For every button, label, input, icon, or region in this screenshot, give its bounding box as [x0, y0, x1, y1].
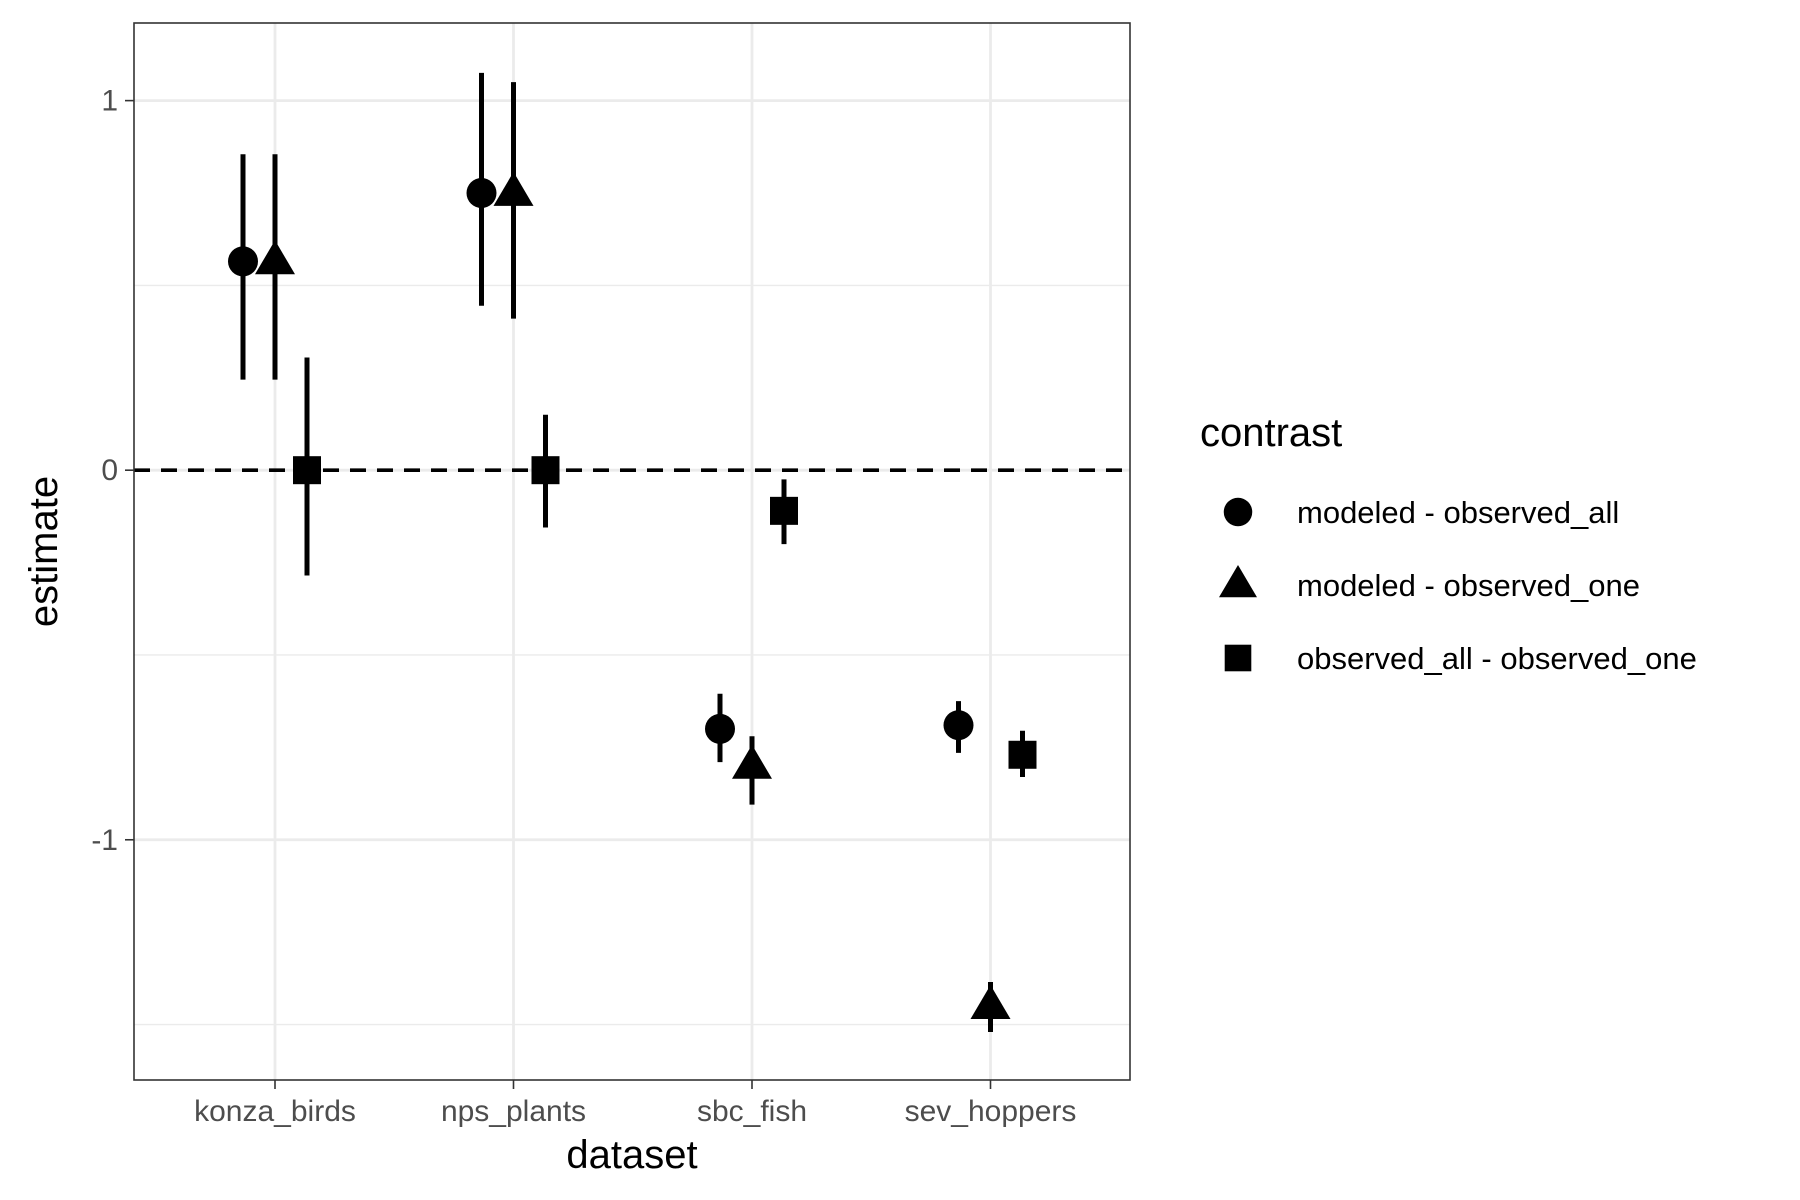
legend-title: contrast — [1200, 411, 1342, 455]
legend-label: modeled - observed_one — [1297, 568, 1640, 603]
legend-key-circle-icon — [1223, 497, 1253, 527]
legend-key-triangle-icon — [1219, 564, 1257, 598]
x-tick-label-nps_plants: nps_plants — [441, 1095, 586, 1128]
y-tick-label: -1 — [91, 824, 118, 857]
axes: 1 0 -1 konza_birds nps_plants sbc_fish sev_hop… — [91, 85, 1076, 1128]
x-tick-label-konza_birds: konza_birds — [194, 1095, 356, 1128]
point-sev_hoppers-square — [1008, 740, 1037, 769]
x-axis-title: dataset — [566, 1133, 697, 1177]
legend-label: modeled - observed_all — [1297, 495, 1619, 530]
y-axis-title: estimate — [22, 476, 66, 627]
legend-key-square-icon — [1224, 644, 1252, 672]
series-2 — [293, 357, 1037, 777]
x-tick-label-sev_hoppers: sev_hoppers — [905, 1095, 1077, 1128]
point-nps_plants-circle — [466, 178, 497, 209]
panel-border — [133, 22, 1131, 1081]
legend-item-1: modeled - observed_one — [1219, 564, 1640, 603]
point-sbc_fish-triangle — [732, 744, 772, 779]
series-1 — [255, 82, 1011, 1032]
legend-label: observed_all - observed_one — [1297, 641, 1697, 676]
point-sbc_fish-square — [770, 496, 798, 525]
y-tick-label: 0 — [101, 454, 118, 487]
point-sev_hoppers-triangle — [970, 985, 1011, 1020]
point-konza_birds-circle — [228, 246, 258, 277]
point-sev_hoppers-circle — [943, 710, 974, 741]
point-sbc_fish-circle — [705, 713, 735, 744]
data-layer — [228, 72, 1037, 1032]
legend-item-2: observed_all - observed_one — [1224, 641, 1697, 676]
point-nps_plants-triangle — [493, 171, 534, 206]
series-0 — [228, 72, 974, 763]
point-konza_birds-triangle — [255, 240, 295, 275]
legend-item-0: modeled - observed_all — [1223, 495, 1619, 530]
y-tick-label: 1 — [101, 85, 118, 118]
x-tick-label-sbc_fish: sbc_fish — [697, 1095, 807, 1128]
point-nps_plants-square — [531, 456, 560, 485]
point-konza_birds-square — [293, 456, 321, 485]
